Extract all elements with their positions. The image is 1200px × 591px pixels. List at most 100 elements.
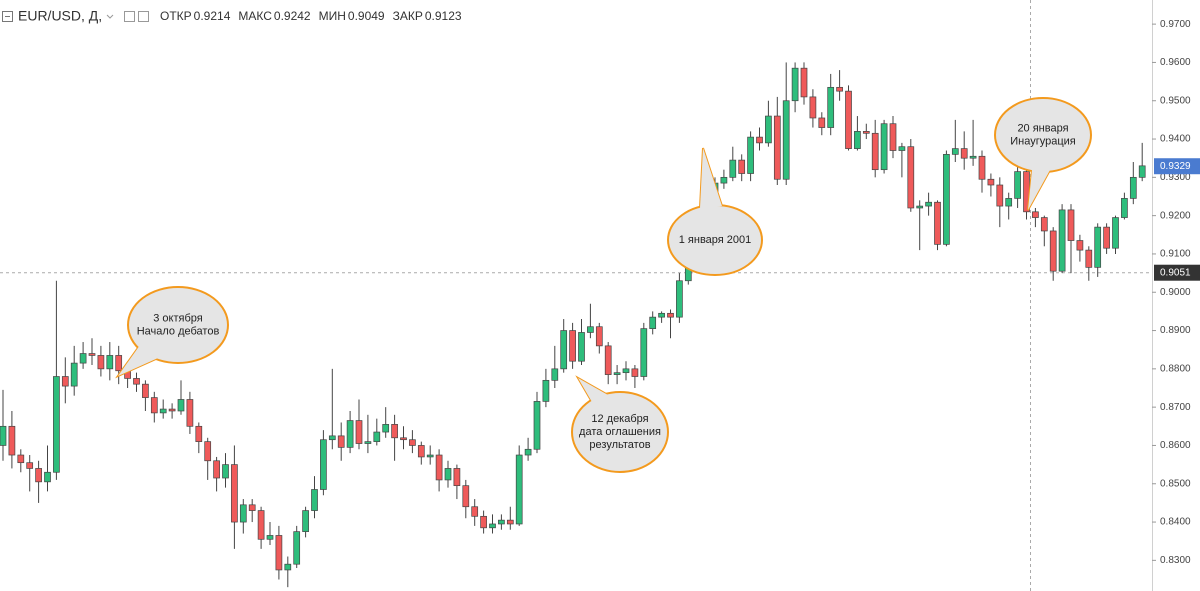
last-price-label: 0.9329 — [1160, 161, 1191, 172]
y-tick-label: 0.8700 — [1160, 402, 1191, 413]
candle-body — [17, 454, 25, 464]
settings-icon[interactable] — [124, 11, 135, 22]
candle-body — [186, 399, 194, 427]
annotation-pointer-fill — [578, 378, 608, 402]
candle-body — [738, 159, 746, 174]
symbol[interactable]: EUR/USD, Д, — [18, 8, 102, 24]
candle-body — [658, 312, 665, 318]
candle-body — [142, 383, 149, 398]
y-tick-label: 0.8900 — [1160, 325, 1191, 336]
candle-body — [880, 123, 888, 171]
ohlc-value: 0.9049 — [348, 9, 385, 23]
annotation-text: 3 октября — [153, 312, 203, 324]
dropdown-icon[interactable] — [106, 14, 114, 19]
candle-body — [159, 408, 167, 414]
candle-body — [106, 355, 114, 370]
candle-body — [311, 489, 318, 511]
annotation-bubble — [571, 391, 669, 473]
candle-body — [782, 100, 790, 180]
candle-body — [480, 515, 487, 529]
candle-body — [1085, 249, 1093, 268]
candle-body — [506, 519, 514, 525]
candle-body — [97, 355, 105, 370]
y-tick-label: 0.9700 — [1160, 19, 1191, 30]
candle-body — [827, 86, 835, 128]
candle-body — [809, 96, 817, 119]
candle-body — [302, 510, 309, 532]
candle-body — [889, 123, 897, 151]
candle-body — [1129, 176, 1137, 199]
candle-body — [667, 312, 674, 318]
ohlc-value: 0.9214 — [194, 9, 231, 23]
y-tick-label: 0.9400 — [1160, 134, 1191, 145]
annotation-pointer-fill — [700, 148, 722, 208]
candle-body — [854, 131, 861, 149]
candle-body — [533, 401, 541, 450]
candle-body — [613, 372, 621, 375]
candle-body — [150, 397, 158, 414]
y-tick-label: 0.8400 — [1160, 517, 1191, 528]
candle-body — [462, 485, 470, 508]
candle-body — [791, 67, 799, 102]
annotation-text: Инаугурация — [1010, 135, 1076, 147]
candle-body — [604, 345, 612, 375]
candle-body — [417, 445, 425, 458]
y-tick-label: 0.8500 — [1160, 478, 1191, 489]
ohlc-label: ОТКР — [160, 9, 192, 23]
candle-body — [943, 154, 950, 245]
candle-body — [0, 425, 7, 446]
candle-body — [26, 462, 34, 469]
candle-body — [907, 146, 915, 209]
candle-body — [951, 148, 959, 155]
candle-body — [916, 205, 924, 209]
candle-body — [551, 368, 559, 381]
candle-body — [489, 523, 496, 529]
candle-body — [1076, 240, 1084, 251]
annotation: 1 января 2001 — [667, 147, 763, 276]
candle-body — [444, 468, 452, 481]
ohlc-label: МАКС — [238, 9, 272, 23]
candle-body — [168, 408, 176, 412]
collapse-icon[interactable] — [2, 11, 13, 22]
candle-body — [426, 454, 434, 458]
candle-body — [400, 437, 407, 441]
candle-body — [871, 132, 879, 171]
candle-body — [569, 330, 576, 362]
candle-body — [337, 435, 345, 448]
candle-body — [195, 425, 203, 442]
candle-body — [720, 176, 728, 184]
candle-body — [631, 368, 639, 377]
candle-body — [818, 117, 826, 128]
candle-body — [542, 379, 550, 402]
candle-body — [239, 504, 247, 523]
candle-body — [898, 146, 906, 151]
ohlc-value: 0.9123 — [425, 9, 462, 23]
candle-body — [515, 454, 523, 525]
candle-body — [257, 510, 265, 540]
candle-body — [328, 435, 336, 441]
candle-body — [204, 441, 212, 462]
annotation-text: 20 января — [1017, 122, 1068, 134]
candle-body — [53, 376, 60, 473]
candle-body — [969, 155, 977, 159]
candle-body — [364, 441, 372, 444]
candle-body — [35, 468, 42, 483]
candle-body — [373, 431, 381, 442]
annotation-pointer-fill — [118, 345, 158, 376]
candle-body — [266, 535, 274, 540]
candle-body — [747, 136, 754, 174]
candle-body — [756, 136, 763, 144]
candle-body — [320, 439, 327, 490]
annotation-text: результатов — [589, 439, 650, 451]
candle-body — [346, 420, 354, 448]
candle-body — [453, 468, 461, 487]
y-tick-label: 0.8600 — [1160, 440, 1191, 451]
candle-body — [978, 155, 986, 180]
hide-icon[interactable] — [138, 11, 149, 22]
candle-body — [275, 535, 283, 571]
y-tick-label: 0.9100 — [1160, 249, 1191, 260]
last-price-label-bg — [1154, 158, 1200, 175]
